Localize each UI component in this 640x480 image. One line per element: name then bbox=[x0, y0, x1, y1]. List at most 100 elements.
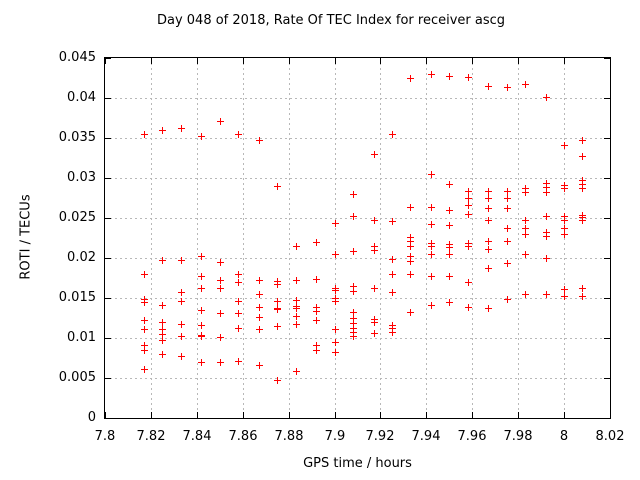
data-point bbox=[159, 331, 166, 338]
data-point bbox=[178, 321, 185, 328]
vertical-gridline bbox=[243, 58, 244, 418]
data-point bbox=[371, 217, 378, 224]
y-tick-label: 0.025 bbox=[58, 210, 96, 225]
data-point bbox=[178, 257, 185, 264]
data-point bbox=[198, 333, 205, 340]
data-point bbox=[350, 309, 357, 316]
data-point bbox=[159, 302, 166, 309]
x-tick-mark-top bbox=[518, 58, 519, 64]
data-point bbox=[446, 207, 453, 214]
y-tick-mark-left bbox=[105, 298, 111, 299]
x-tick-mark-top bbox=[151, 58, 152, 64]
vertical-gridline bbox=[380, 58, 381, 418]
x-tick-mark-top bbox=[610, 58, 611, 64]
data-point bbox=[332, 339, 339, 346]
data-point bbox=[256, 304, 263, 311]
data-point bbox=[579, 293, 586, 300]
y-tick-label: 0.005 bbox=[58, 370, 96, 385]
data-point bbox=[371, 151, 378, 158]
x-tick-label: 7.92 bbox=[365, 429, 395, 444]
data-point bbox=[235, 358, 242, 365]
y-tick-label: 0.015 bbox=[58, 290, 96, 305]
data-point bbox=[235, 279, 242, 286]
y-tick-mark-right bbox=[604, 258, 610, 259]
data-point bbox=[465, 74, 472, 81]
horizontal-gridline bbox=[105, 178, 610, 179]
data-point bbox=[371, 319, 378, 326]
data-point bbox=[159, 257, 166, 264]
data-point bbox=[389, 329, 396, 336]
data-point bbox=[428, 71, 435, 78]
data-point bbox=[485, 305, 492, 312]
data-point bbox=[543, 291, 550, 298]
data-point bbox=[504, 84, 511, 91]
horizontal-gridline bbox=[105, 378, 610, 379]
y-tick-mark-left bbox=[105, 418, 111, 419]
data-point bbox=[141, 366, 148, 373]
data-point bbox=[217, 259, 224, 266]
data-point bbox=[293, 243, 300, 250]
x-tick-label: 7.86 bbox=[228, 429, 258, 444]
data-point bbox=[313, 308, 320, 315]
data-point bbox=[141, 299, 148, 306]
data-point bbox=[274, 183, 281, 190]
data-point bbox=[522, 225, 529, 232]
data-point bbox=[198, 273, 205, 280]
vertical-gridline bbox=[335, 58, 336, 418]
data-point bbox=[407, 243, 414, 250]
data-point bbox=[522, 251, 529, 258]
y-tick-mark-right bbox=[604, 418, 610, 419]
data-point bbox=[446, 222, 453, 229]
data-point bbox=[313, 347, 320, 354]
y-tick-label: 0.01 bbox=[67, 330, 96, 345]
data-point bbox=[159, 319, 166, 326]
data-point bbox=[217, 310, 224, 317]
data-point bbox=[446, 244, 453, 251]
data-point bbox=[198, 359, 205, 366]
data-point bbox=[389, 271, 396, 278]
data-point bbox=[141, 347, 148, 354]
data-point bbox=[313, 276, 320, 283]
data-point bbox=[178, 353, 185, 360]
data-point bbox=[350, 191, 357, 198]
data-point bbox=[579, 153, 586, 160]
data-point bbox=[579, 217, 586, 224]
data-point bbox=[543, 94, 550, 101]
data-point bbox=[350, 213, 357, 220]
plot-area bbox=[104, 57, 611, 419]
x-tick-mark-bottom bbox=[289, 412, 290, 418]
x-tick-label: 7.88 bbox=[274, 429, 304, 444]
data-point bbox=[235, 325, 242, 332]
x-tick-label: 7.96 bbox=[457, 429, 487, 444]
x-tick-label: 7.8 bbox=[94, 429, 116, 444]
data-point bbox=[293, 321, 300, 328]
data-point bbox=[504, 296, 511, 303]
data-point bbox=[428, 243, 435, 250]
y-tick-mark-left bbox=[105, 138, 111, 139]
data-point bbox=[256, 314, 263, 321]
data-point bbox=[428, 302, 435, 309]
data-point bbox=[504, 260, 511, 267]
x-tick-label: 7.94 bbox=[411, 429, 441, 444]
data-point bbox=[579, 137, 586, 144]
x-tick-mark-bottom bbox=[426, 412, 427, 418]
data-point bbox=[313, 239, 320, 246]
y-tick-label: 0.03 bbox=[67, 170, 96, 185]
data-point bbox=[485, 246, 492, 253]
data-point bbox=[256, 291, 263, 298]
y-tick-mark-left bbox=[105, 378, 111, 379]
data-point bbox=[350, 248, 357, 255]
data-point bbox=[485, 195, 492, 202]
data-point bbox=[522, 291, 529, 298]
x-tick-mark-top bbox=[335, 58, 336, 64]
data-point bbox=[274, 281, 281, 288]
data-point bbox=[159, 127, 166, 134]
data-point bbox=[274, 323, 281, 330]
data-point bbox=[465, 202, 472, 209]
data-point bbox=[407, 258, 414, 265]
x-tick-mark-bottom bbox=[243, 412, 244, 418]
data-point bbox=[561, 225, 568, 232]
data-point bbox=[332, 251, 339, 258]
y-tick-label: 0.02 bbox=[67, 250, 96, 265]
